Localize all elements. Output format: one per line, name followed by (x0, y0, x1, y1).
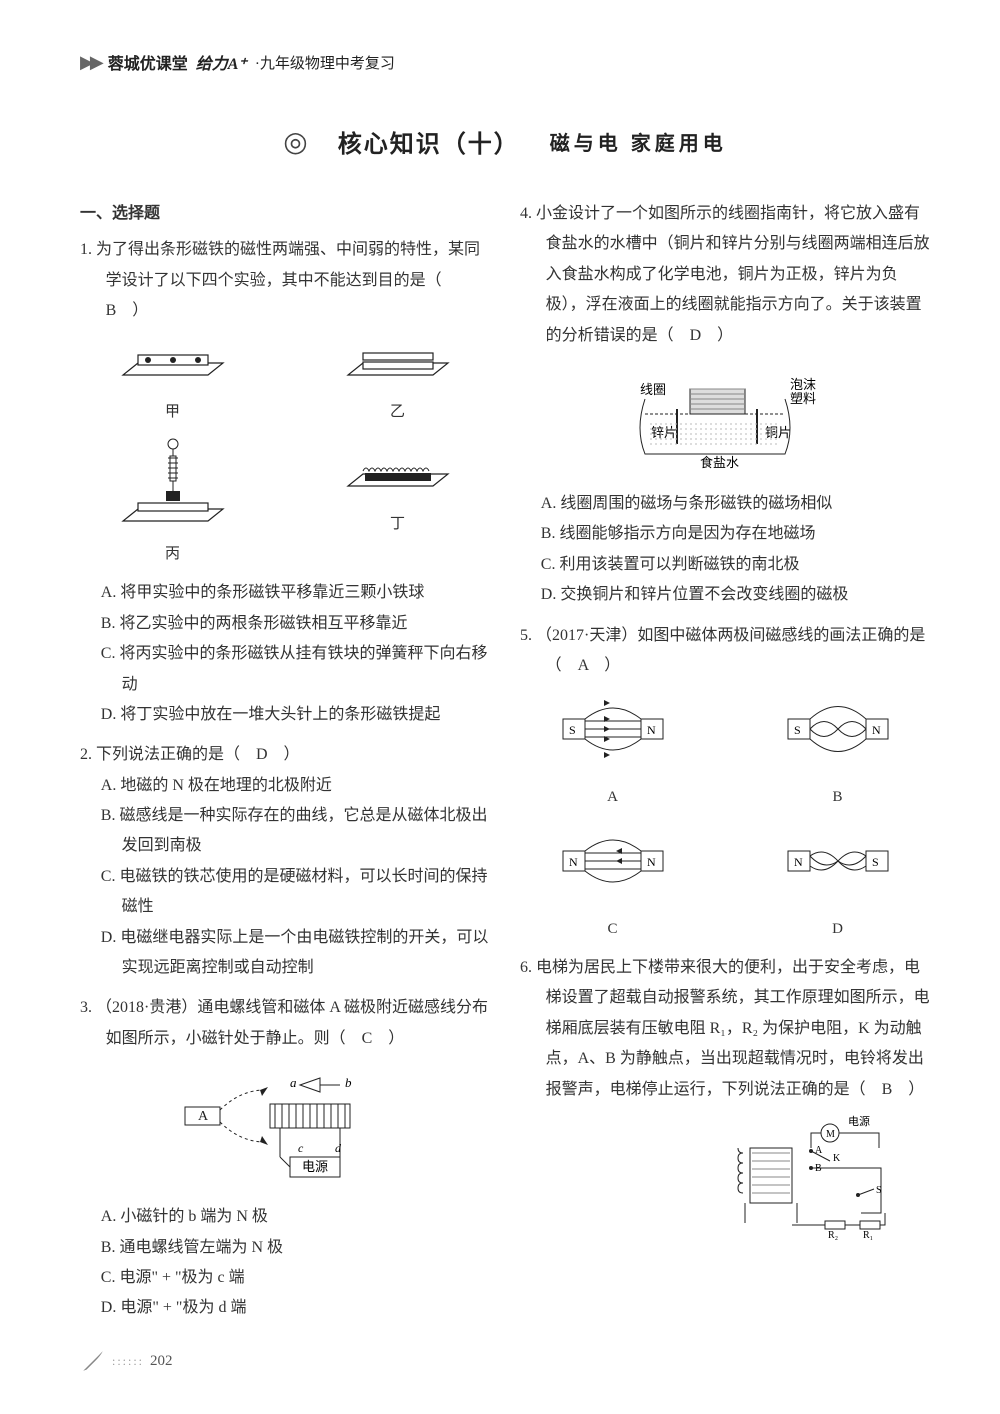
svg-text:塑料: 塑料 (790, 391, 816, 406)
svg-text:N: N (872, 723, 881, 737)
svg-text:c: c (298, 1141, 304, 1155)
svg-text:N: N (794, 855, 803, 869)
svg-text:S: S (794, 723, 801, 737)
svg-text:A: A (815, 1145, 823, 1156)
svg-text:S: S (569, 723, 576, 737)
q5-fig-c: N N C (548, 821, 678, 943)
q6-stem: 6. 电梯为居民上下楼带来很大的便利，出于安全考虑，电梯设置了超载自动报警系统，… (520, 953, 930, 1105)
q1-label-a: 甲 (108, 398, 238, 427)
page-header: ▶▶ 蓉城优课堂 给力A⁺ ·九年级物理中考复习 (80, 50, 930, 74)
q1-stem: 1. 为了得出条形磁铁的磁性两端强、中间弱的特性，某同学设计了以下四个实验，其中… (80, 235, 490, 326)
section-heading: 一、选择题 (80, 199, 490, 229)
svg-text:N: N (647, 723, 656, 737)
q3-opt-d: D. 电源" + "极为 d 端 (80, 1293, 490, 1323)
q5-stem: 5. （2017·天津）如图中磁体两极间磁感线的画法正确的是（ A ） (520, 621, 930, 682)
q1-fig-c: 丙 (108, 436, 238, 568)
q5-label-d: D (773, 915, 903, 944)
q5-label-a: A (548, 783, 678, 812)
feather-icon (80, 1348, 106, 1374)
q4-opt-a: A. 线圈周围的磁场与条形磁铁的磁场相似 (520, 489, 930, 519)
q1-opt-d: D. 将丁实验中放在一堆大头针上的条形磁铁提起 (80, 700, 490, 730)
q3-opt-a: A. 小磁针的 b 端为 N 极 (80, 1202, 490, 1232)
title-sub: 磁与电 家庭用电 (550, 127, 727, 156)
q3-opt-c: C. 电源" + "极为 c 端 (80, 1263, 490, 1293)
q3-opt-b: B. 通电螺线管左端为 N 极 (80, 1233, 490, 1263)
svg-text:K: K (833, 1153, 841, 1164)
content-columns: 一、选择题 1. 为了得出条形磁铁的磁性两端强、中间弱的特性，某同学设计了以下四… (80, 199, 930, 1334)
svg-text:a: a (290, 1075, 297, 1090)
q3-src: 电源 (302, 1159, 328, 1174)
svg-text:M: M (826, 1129, 835, 1140)
q5-fig-d: N S D (773, 821, 903, 943)
svg-text:线圈: 线圈 (640, 382, 666, 397)
q4-stem: 4. 小金设计了一个如图所示的线圈指南针，将它放入盛有食盐水的水槽中（铜片和锌片… (520, 199, 930, 351)
q5-figures: S N A S N (520, 689, 930, 943)
q3-stem: 3. （2018·贵港）通电螺线管和磁体 A 磁极附近磁感线分布如图所示，小磁针… (80, 993, 490, 1054)
q1-opt-a: A. 将甲实验中的条形磁铁平移靠近三颗小铁球 (80, 578, 490, 608)
q1-fig-a: 甲 (108, 335, 238, 427)
q2-opt-d: D. 电磁继电器实际上是一个由电磁铁控制的开关，可以实现远距离控制或自动控制 (80, 923, 490, 984)
page-number: :::::: 202 (80, 1348, 173, 1374)
right-column: 4. 小金设计了一个如图所示的线圈指南针，将它放入盛有食盐水的水槽中（铜片和锌片… (520, 199, 930, 1334)
q1-opt-b: B. 将乙实验中的两根条形磁铁相互平移靠近 (80, 609, 490, 639)
question-5: 5. （2017·天津）如图中磁体两极间磁感线的画法正确的是（ A ） S N (520, 621, 930, 944)
svg-text:R₂: R₂ (828, 1230, 838, 1241)
svg-text:N: N (569, 855, 578, 869)
svg-text:电源: 电源 (848, 1114, 870, 1128)
target-icon: ◎ (283, 125, 307, 159)
question-3: 3. （2018·贵港）通电螺线管和磁体 A 磁极附近磁感线分布如图所示，小磁针… (80, 993, 490, 1323)
q4-opt-c: C. 利用该装置可以判断磁铁的南北极 (520, 550, 930, 580)
question-6: 6. 电梯为居民上下楼带来很大的便利，出于安全考虑，电梯设置了超载自动报警系统，… (520, 953, 930, 1243)
q1-opt-c: C. 将丙实验中的条形磁铁从挂有铁块的弹簧秤下向右移动 (80, 639, 490, 700)
brand-text: 蓉城优课堂 (108, 50, 188, 74)
question-1: 1. 为了得出条形磁铁的磁性两端强、中间弱的特性，某同学设计了以下四个实验，其中… (80, 235, 490, 730)
q1-fig-d: 丁 (333, 436, 463, 568)
svg-text:N: N (647, 855, 656, 869)
q6-figure: 电源 M A K B S R₂ R₁ (520, 1113, 930, 1243)
svg-text:d: d (335, 1141, 342, 1155)
svg-text:食盐水: 食盐水 (700, 455, 739, 470)
svg-text:R₁: R₁ (863, 1230, 873, 1241)
chevron-icon: ▶▶ (80, 52, 100, 73)
page-number-value: 202 (150, 1353, 173, 1370)
svg-text:S: S (876, 1185, 882, 1196)
q1-label-b: 乙 (333, 398, 463, 427)
svg-text:铜片: 铜片 (765, 425, 791, 440)
q5-fig-b: S N B (773, 689, 903, 811)
q1-label-c: 丙 (108, 540, 238, 569)
svg-text:泡沫: 泡沫 (790, 377, 816, 392)
q3-figure: A a b c d 电源 (80, 1062, 490, 1192)
q4-figure: 线圈 泡沫 塑料 锌片 铜片 食盐水 (520, 359, 930, 479)
q1-figures: 甲 乙 (80, 335, 490, 569)
q2-opt-a: A. 地磁的 N 极在地理的北极附近 (80, 771, 490, 801)
title-row: ◎ 核心知识（十） 磁与电 家庭用电 (80, 124, 930, 159)
q4-opt-d: D. 交换铜片和锌片位置不会改变线圈的磁极 (520, 580, 930, 610)
q5-label-b: B (773, 783, 903, 812)
question-4: 4. 小金设计了一个如图所示的线圈指南针，将它放入盛有食盐水的水槽中（铜片和锌片… (520, 199, 930, 611)
q3-box-A: A (198, 1109, 209, 1124)
left-column: 一、选择题 1. 为了得出条形磁铁的磁性两端强、中间弱的特性，某同学设计了以下四… (80, 199, 490, 1334)
title-main: 核心知识（十） (338, 124, 520, 159)
question-2: 2. 下列说法正确的是（ D ） A. 地磁的 N 极在地理的北极附近 B. 磁… (80, 740, 490, 983)
svg-text:b: b (345, 1075, 352, 1090)
svg-text:S: S (872, 855, 879, 869)
header-sub: ·九年级物理中考复习 (255, 52, 395, 73)
q1-fig-b: 乙 (333, 335, 463, 427)
brand-script: 给力A⁺ (196, 50, 247, 74)
q4-opt-b: B. 线圈能够指示方向是因为存在地磁场 (520, 519, 930, 549)
q1-label-d: 丁 (333, 510, 463, 539)
dots-icon: :::::: (112, 1354, 144, 1369)
q2-stem: 2. 下列说法正确的是（ D ） (80, 740, 490, 770)
q5-label-c: C (548, 915, 678, 944)
svg-text:锌片: 锌片 (651, 425, 677, 440)
q5-fig-a: S N A (548, 689, 678, 811)
q2-opt-c: C. 电磁铁的铁芯使用的是硬磁材料，可以长时间的保持磁性 (80, 862, 490, 923)
q2-opt-b: B. 磁感线是一种实际存在的曲线，它总是从磁体北极出发回到南极 (80, 801, 490, 862)
